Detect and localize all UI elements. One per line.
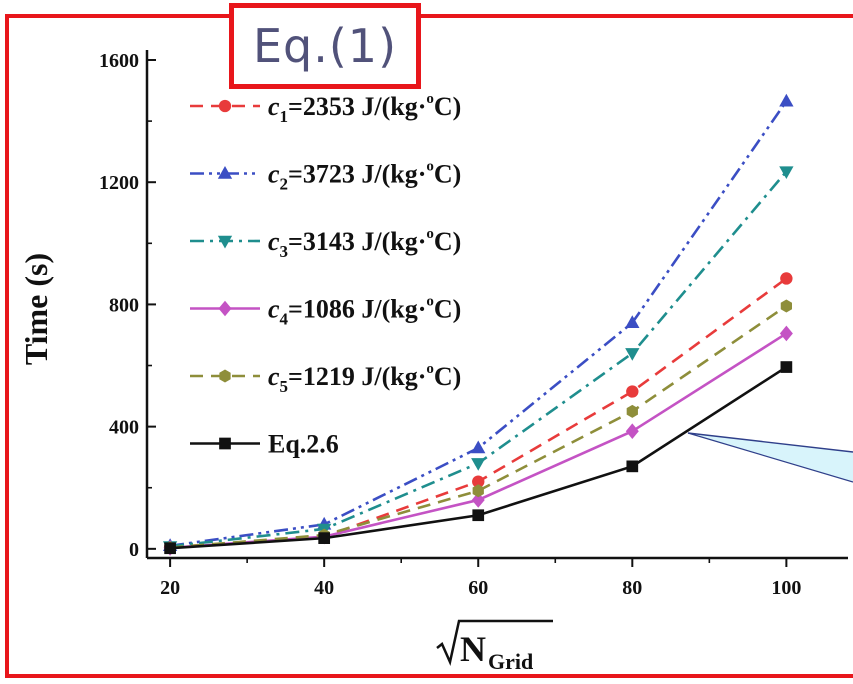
radical-sign: [436, 619, 553, 666]
series-6-point: [472, 509, 485, 522]
series-4-point: [625, 423, 639, 440]
y-tick-label: 1200: [99, 172, 139, 194]
legend-label-sub: 4: [280, 310, 289, 329]
series-1-point: [472, 475, 485, 488]
x-axis-label: N Grid: [436, 619, 553, 674]
legend-item-5: c5=1219 J/(kg·oC): [190, 361, 461, 396]
legend-marker: [218, 300, 232, 317]
legend-label: c5=1219 J/(kg·oC): [268, 361, 461, 396]
series-3-point: [625, 348, 640, 361]
legend-label-unit-end: C): [434, 92, 461, 121]
legend-label-sup: o: [426, 91, 434, 107]
legend-label-sub: 1: [280, 107, 289, 126]
legend-marker: [219, 369, 231, 383]
series-3-point: [471, 458, 486, 471]
x-tick-label: 80: [622, 577, 642, 599]
series-4-point: [471, 492, 485, 508]
series-6-point: [626, 460, 639, 473]
series-1-point: [626, 385, 639, 398]
legend-item-2: c2=3723 J/(kg·oC): [190, 159, 461, 194]
x-tick-label: 100: [771, 577, 801, 599]
x-axis-label-base: N: [460, 629, 486, 669]
legend-label-value: =1086 J/: [288, 295, 382, 324]
legend-label: c3=3143 J/(kg·oC): [268, 226, 461, 261]
legend-label-unit-end: C): [434, 362, 461, 391]
legend-label-sym: c: [268, 92, 280, 121]
series-2-point: [779, 93, 794, 107]
legend-label-sym: c: [268, 295, 280, 324]
legend-label-sub: 2: [280, 175, 289, 194]
legend-label: c1=2353 J/(kg·oC): [268, 91, 461, 126]
x-tick-label: 20: [160, 577, 180, 599]
legend-marker: [217, 166, 233, 179]
legend-label-sub: 5: [280, 377, 289, 396]
legend-label-value: =2353 J/: [288, 92, 382, 121]
legend-label-sym: c: [268, 160, 280, 189]
legend-label-value: =1219 J/: [288, 362, 382, 391]
legend-item-4: c4=1086 J/(kg·oC): [190, 294, 461, 329]
legend-label: c2=3723 J/(kg·oC): [268, 159, 461, 194]
callout-edge-top: [687, 432, 853, 453]
legend-label-sup: o: [426, 361, 434, 377]
legend-label-value: =3723 J/: [288, 160, 382, 189]
legend: c1=2353 J/(kg·oC)c2=3723 J/(kg·oC)c3=314…: [190, 91, 461, 459]
x-axis-label-subscript: Grid: [488, 649, 533, 674]
legend-marker: [219, 437, 231, 450]
y-tick-label: 0: [129, 539, 139, 561]
legend-label-sym: c: [268, 362, 280, 391]
y-tick-label: 800: [109, 294, 139, 316]
legend-label-sup: o: [426, 226, 434, 242]
series-6-point: [164, 542, 176, 555]
equation-label: Eq.(1): [252, 19, 398, 73]
series-6: [164, 361, 793, 555]
y-axis-label: Time (s): [18, 253, 54, 365]
series-4-point: [779, 325, 793, 342]
series-5-point: [626, 404, 638, 418]
series-2-point: [625, 315, 640, 328]
legend-label-sup: o: [426, 294, 434, 310]
highlight-frame: [5, 14, 853, 678]
series-5-line: [170, 304, 788, 549]
legend-item-3: c3=3143 J/(kg·oC): [190, 226, 461, 261]
legend-label-unit-end: C): [434, 227, 461, 256]
series-6-point: [780, 361, 793, 373]
series-5-point: [780, 299, 793, 313]
legend-label-sup: o: [426, 159, 434, 175]
x-tick-label: 60: [468, 577, 488, 599]
series-1-point: [780, 272, 793, 285]
legend-label-unit-end: C): [434, 160, 461, 189]
x-tick-label: 40: [314, 577, 334, 599]
series-5-point: [472, 484, 484, 498]
legend-label-value: =3143 J/: [288, 227, 382, 256]
legend-label-unit: (kg·: [382, 227, 427, 256]
y-tick-label: 1600: [99, 50, 139, 72]
legend-label-sub: 3: [280, 242, 289, 261]
series-2-point: [471, 440, 486, 454]
legend-label-unit: (kg·: [382, 362, 427, 391]
callout-edge-bottom: [687, 432, 853, 483]
y-tick-label: 400: [109, 417, 139, 439]
legend-label: c4=1086 J/(kg·oC): [268, 294, 461, 329]
series-3-point: [779, 166, 794, 179]
legend-label: Eq.2.6: [268, 430, 339, 459]
legend-label-unit: (kg·: [382, 92, 427, 121]
legend-item-6: Eq.2.6: [190, 430, 339, 459]
legend-label-sym: c: [268, 227, 280, 256]
legend-label-unit: (kg·: [382, 295, 427, 324]
legend-label-unit-end: C): [434, 295, 461, 324]
series-6-point: [318, 532, 331, 544]
legend-marker: [217, 235, 233, 249]
legend-item-1: c1=2353 J/(kg·oC): [190, 91, 461, 126]
callout-pointer: [687, 432, 853, 483]
legend-label-unit: (kg·: [382, 160, 427, 189]
equation-label-box: Eq.(1): [229, 3, 421, 89]
legend-marker: [218, 99, 232, 113]
